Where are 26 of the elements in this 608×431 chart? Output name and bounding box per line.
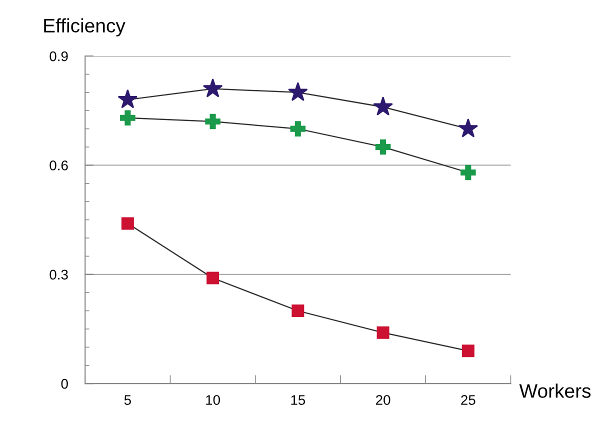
y-axis-title: Efficiency (44, 18, 126, 36)
point (205, 114, 220, 130)
point (373, 96, 393, 116)
point (202, 78, 223, 98)
point (288, 82, 308, 101)
point (458, 118, 478, 138)
point (120, 110, 136, 126)
y-tick-label: 0.3 (50, 270, 68, 280)
point (292, 304, 304, 318)
point (376, 326, 390, 339)
x-tick-label: 5 (124, 395, 131, 405)
point (121, 217, 134, 230)
point (462, 344, 474, 358)
y-tick-label: 0.6 (50, 160, 68, 170)
x-tick-label: 15 (291, 395, 306, 405)
y-tick-label: 0.9 (50, 51, 68, 62)
point (375, 139, 391, 155)
point (460, 164, 476, 180)
y-tick-label: 0 (61, 378, 68, 389)
point (206, 272, 220, 284)
x-tick-label: 25 (461, 395, 476, 405)
point (290, 121, 306, 136)
x-tick-label: 10 (206, 395, 220, 405)
x-axis-title: Workers (519, 384, 591, 398)
point (118, 89, 138, 108)
x-tick-label: 20 (376, 395, 390, 405)
